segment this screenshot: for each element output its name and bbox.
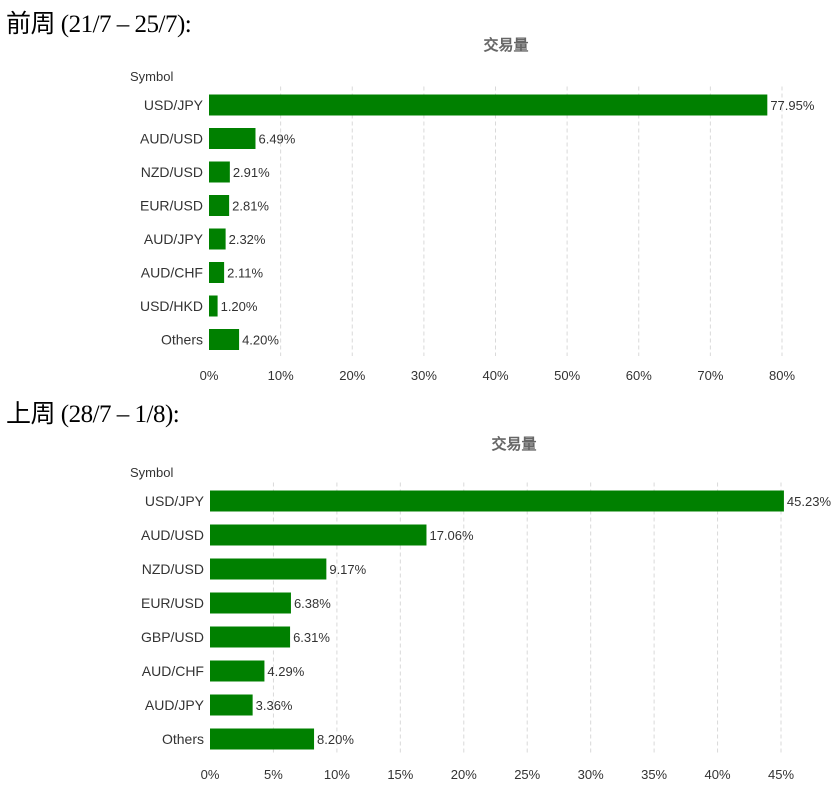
bar xyxy=(209,161,230,183)
chart-title: 交易量 xyxy=(483,36,528,54)
category-label: AUD/USD xyxy=(140,131,203,147)
bar xyxy=(210,694,253,716)
bar xyxy=(210,660,265,682)
y-axis-label: Symbol xyxy=(130,69,173,84)
x-tick-label: 80% xyxy=(769,368,795,383)
bar xyxy=(209,295,218,317)
category-label: EUR/USD xyxy=(141,595,204,611)
bar xyxy=(210,524,427,546)
data-label: 4.20% xyxy=(242,333,279,348)
category-label: GBP/USD xyxy=(141,629,204,645)
x-tick-label: 0% xyxy=(201,767,220,782)
category-label: NZD/USD xyxy=(141,164,203,180)
x-tick-label: 30% xyxy=(411,368,437,383)
data-label: 6.31% xyxy=(293,630,330,645)
bar xyxy=(210,592,291,614)
category-label: AUD/USD xyxy=(141,527,204,543)
bar xyxy=(210,490,784,512)
section-heading-prev-week: 前周 (21/7 – 25/7): xyxy=(6,11,192,38)
category-label: AUD/CHF xyxy=(142,663,204,679)
data-label: 2.81% xyxy=(232,199,269,214)
x-tick-label: 20% xyxy=(451,767,477,782)
x-tick-label: 10% xyxy=(268,368,294,383)
category-label: USD/HKD xyxy=(140,298,203,314)
x-tick-label: 45% xyxy=(768,767,794,782)
x-tick-label: 50% xyxy=(554,368,580,383)
data-label: 6.49% xyxy=(258,132,295,147)
category-label: USD/JPY xyxy=(144,97,204,113)
bar xyxy=(209,128,256,149)
bar xyxy=(209,329,240,350)
data-label: 77.95% xyxy=(770,98,815,113)
x-tick-label: 10% xyxy=(324,767,350,782)
bar-chart-last-week: 交易量 Symbol USD/JPY 45.23% AUD/USD 17.06% NZD/U… xyxy=(130,435,832,782)
chart-title: 交易量 xyxy=(491,435,536,453)
x-tick-label: 60% xyxy=(626,368,652,383)
category-label: Others xyxy=(161,332,203,348)
bar xyxy=(210,558,327,580)
category-label: AUD/JPY xyxy=(145,697,205,713)
x-tick-label: 25% xyxy=(514,767,540,782)
x-tick-label: 70% xyxy=(697,368,723,383)
data-label: 45.23% xyxy=(787,494,832,509)
data-label: 2.32% xyxy=(229,232,266,247)
data-label: 1.20% xyxy=(221,299,258,314)
category-label: AUD/CHF xyxy=(141,265,203,281)
section-heading-last-week: 上周 (28/7 – 1/8): xyxy=(6,401,180,428)
data-label: 6.38% xyxy=(294,596,331,611)
data-label: 8.20% xyxy=(317,732,354,747)
x-tick-label: 20% xyxy=(339,368,365,383)
x-tick-label: 35% xyxy=(641,767,667,782)
category-label: EUR/USD xyxy=(140,198,203,214)
category-label: Others xyxy=(162,731,204,747)
x-tick-label: 40% xyxy=(705,767,731,782)
data-label: 3.36% xyxy=(256,698,293,713)
data-label: 2.91% xyxy=(233,165,270,180)
data-label: 9.17% xyxy=(329,562,366,577)
bar xyxy=(209,94,768,116)
bar xyxy=(210,728,315,750)
bar xyxy=(209,262,225,283)
x-tick-label: 30% xyxy=(578,767,604,782)
x-tick-label: 40% xyxy=(482,368,508,383)
category-label: USD/JPY xyxy=(145,493,205,509)
data-label: 4.29% xyxy=(267,664,304,679)
category-label: AUD/JPY xyxy=(144,231,204,247)
x-tick-label: 5% xyxy=(264,767,283,782)
x-tick-label: 15% xyxy=(387,767,413,782)
bar xyxy=(209,228,226,250)
data-label: 2.11% xyxy=(227,266,263,281)
bar-chart-prev-week: 交易量 Symbol USD/JPY 77.95% AUD/USD 6.49% NZD/US… xyxy=(130,36,815,383)
data-label: 17.06% xyxy=(429,528,474,543)
category-label: NZD/USD xyxy=(142,561,204,577)
bar xyxy=(210,626,291,648)
bar xyxy=(209,195,230,216)
y-axis-label: Symbol xyxy=(130,465,173,480)
x-tick-label: 0% xyxy=(200,368,219,383)
